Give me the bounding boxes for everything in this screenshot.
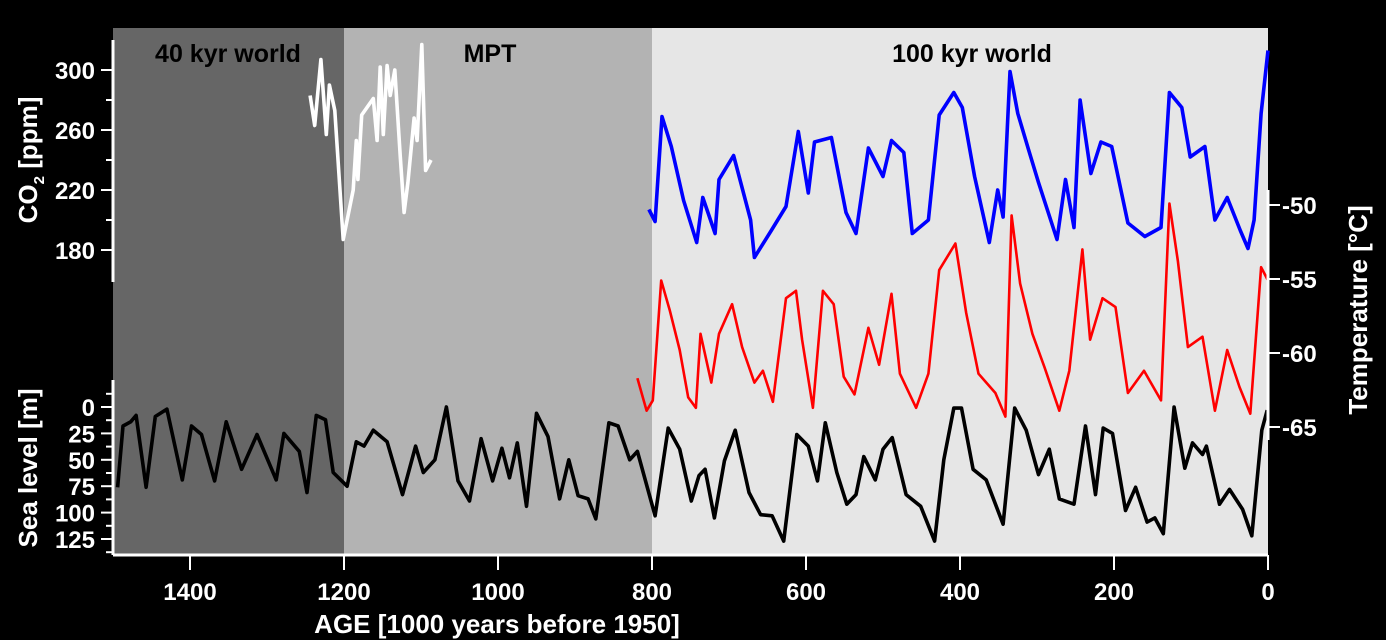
temperature-tick-label: -65	[1282, 415, 1317, 442]
x-tick-label: 1400	[163, 579, 216, 606]
sea_level-series-line-3	[115, 405, 1269, 543]
x-tick-label: 200	[1094, 579, 1134, 606]
data-series	[115, 42, 1270, 543]
temperature-axis-title: Temperature [°C]	[1343, 205, 1373, 414]
sea-level-tick-label: 50	[68, 448, 95, 475]
era-background-1	[344, 28, 652, 555]
co2-tick-label: 260	[55, 118, 95, 145]
x-tick-label: 1200	[317, 579, 370, 606]
co2-tick-label: 300	[55, 58, 95, 85]
co2-tick-label: 180	[55, 238, 95, 265]
era-backgrounds	[113, 28, 1268, 555]
x-tick-label: 800	[632, 579, 672, 606]
axes: 3002602201800255075100125-50-55-60-65140…	[55, 40, 1317, 606]
co2-series-line-0	[308, 42, 433, 242]
co2-axis-title: CO2 [ppm]	[13, 97, 48, 224]
temperature-tick-label: -60	[1282, 341, 1317, 368]
era-background-0	[113, 28, 344, 555]
sea-level-tick-label: 75	[68, 474, 95, 501]
x-tick-label: 600	[786, 579, 826, 606]
co2-series-line-1	[647, 50, 1270, 260]
era-label-100kyr: 100 kyr world	[892, 40, 1052, 68]
x-axis-title: AGE [1000 years before 1950]	[314, 609, 680, 639]
sea-level-tick-label: 100	[55, 501, 95, 528]
x-tick-label: 1000	[471, 579, 524, 606]
sea-level-axis-title: Sea level [m]	[13, 389, 43, 548]
temperature-series-line-2	[636, 202, 1270, 418]
era-labels: 40 kyr world MPT 100 kyr world	[155, 40, 1052, 68]
co2-tick-label: 220	[55, 178, 95, 205]
temperature-tick-label: -50	[1282, 193, 1317, 220]
x-tick-label: 0	[1261, 579, 1274, 606]
era-label-mpt: MPT	[464, 40, 517, 68]
x-tick-label: 400	[940, 579, 980, 606]
sea-level-tick-label: 125	[55, 527, 95, 554]
sea-level-tick-label: 0	[82, 395, 95, 422]
temperature-tick-label: -55	[1282, 267, 1317, 294]
era-label-40kyr: 40 kyr world	[155, 40, 301, 68]
sea-level-tick-label: 25	[68, 421, 95, 448]
